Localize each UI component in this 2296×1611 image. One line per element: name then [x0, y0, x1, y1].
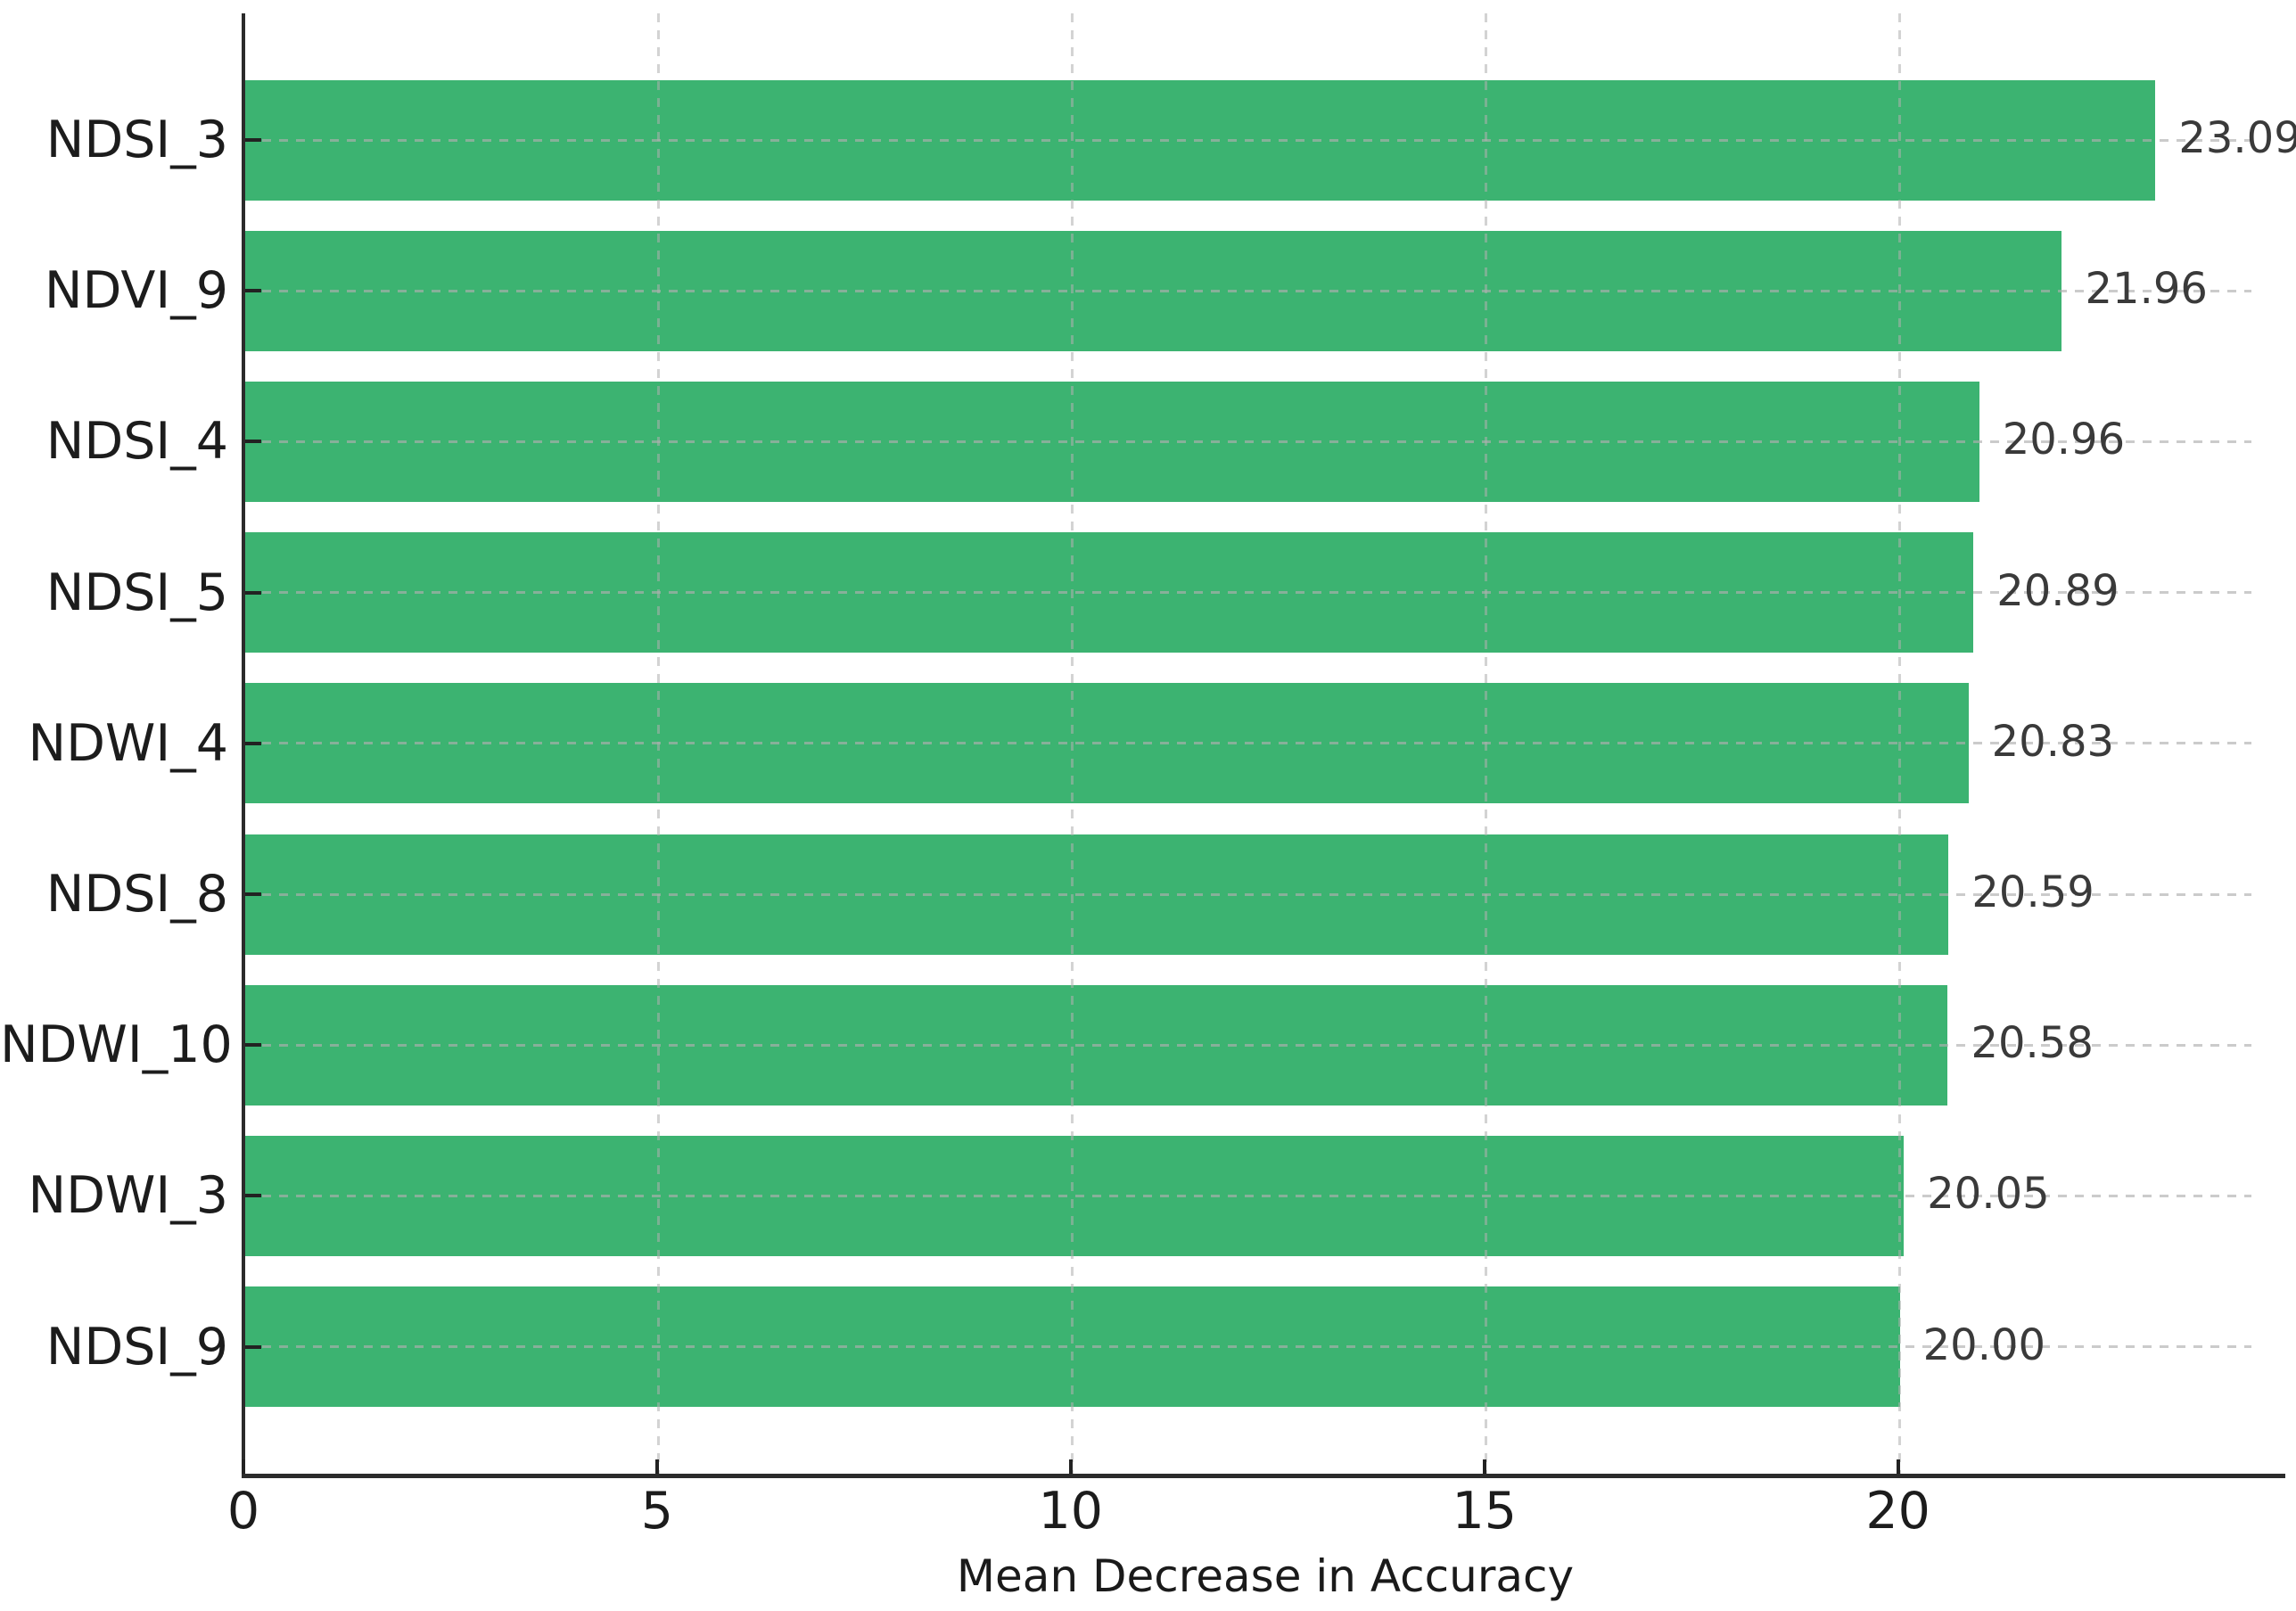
bar-value-label: 20.59	[1971, 867, 2094, 917]
y-tick-mark	[245, 289, 261, 293]
bar-value-label: 20.00	[1922, 1319, 2046, 1370]
x-tick-mark	[1896, 1459, 1900, 1474]
y-gridline	[245, 289, 2251, 292]
y-tick-mark	[245, 440, 261, 444]
x-tick-label: 5	[640, 1482, 674, 1541]
y-gridline	[245, 1194, 2251, 1197]
bar-value-label: 20.83	[1991, 716, 2115, 767]
y-tick-label: NDSI_9	[45, 1317, 228, 1377]
x-tick-mark	[1482, 1459, 1486, 1474]
y-gridline	[245, 440, 2251, 443]
x-tick-label: 20	[1865, 1482, 1930, 1541]
y-tick-label: NDSI_4	[45, 412, 228, 472]
y-tick-mark	[245, 741, 261, 745]
x-tick-mark	[654, 1459, 659, 1474]
y-tick-label: NDSI_5	[45, 563, 228, 622]
y-tick-mark	[245, 892, 261, 896]
x-tick-label: 15	[1452, 1482, 1517, 1541]
bar-value-label: 20.96	[2002, 415, 2126, 465]
x-tick-label: 0	[226, 1482, 260, 1541]
y-tick-label: NDSI_8	[45, 865, 228, 924]
y-tick-mark	[245, 1194, 261, 1198]
y-gridline	[245, 892, 2251, 896]
y-gridline	[245, 591, 2251, 595]
y-gridline	[245, 742, 2251, 745]
y-tick-label: NDVI_9	[44, 261, 228, 321]
y-axis-spine	[242, 13, 245, 1478]
x-axis-title: Mean Decrease in Accuracy	[956, 1550, 1575, 1602]
bar-value-label: 20.89	[1996, 565, 2119, 616]
x-axis-spine	[242, 1474, 2285, 1478]
y-tick-label: NDWI_10	[0, 1015, 233, 1075]
plot-area: 23.09 21.96 20.96 20.89 20.83 20.59 20.58 20.05…	[245, 13, 2296, 1474]
y-tick-label: NDSI_3	[45, 111, 228, 169]
bar-value-label: 23.09	[2178, 113, 2296, 163]
y-tick-label: NDWI_3	[28, 1166, 228, 1226]
bar-value-label: 20.05	[1927, 1169, 2050, 1220]
y-gridline	[245, 1043, 2251, 1047]
y-tick-mark	[245, 590, 261, 595]
x-tick-mark	[1068, 1459, 1073, 1474]
y-gridline	[245, 138, 2251, 142]
bar-value-label: 20.58	[1971, 1018, 2094, 1069]
y-tick-mark	[245, 1043, 261, 1048]
y-tick-mark	[245, 138, 261, 142]
y-tick-mark	[245, 1344, 261, 1349]
x-tick-mark	[242, 1459, 245, 1474]
bar-value-label: 21.96	[2085, 264, 2208, 315]
y-tick-label: NDWI_4	[28, 713, 228, 773]
y-gridline	[245, 1345, 2251, 1349]
x-tick-label: 10	[1038, 1482, 1104, 1541]
